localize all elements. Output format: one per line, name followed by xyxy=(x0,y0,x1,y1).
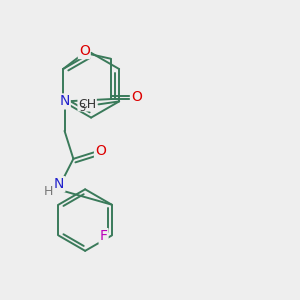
Text: H: H xyxy=(44,185,54,198)
Text: O: O xyxy=(95,144,106,158)
Text: F: F xyxy=(100,229,107,243)
Text: 3: 3 xyxy=(79,103,85,113)
Text: O: O xyxy=(131,90,142,104)
Text: N: N xyxy=(59,94,70,108)
Text: N: N xyxy=(54,177,64,191)
Text: CH: CH xyxy=(78,98,96,111)
Text: O: O xyxy=(79,44,90,58)
